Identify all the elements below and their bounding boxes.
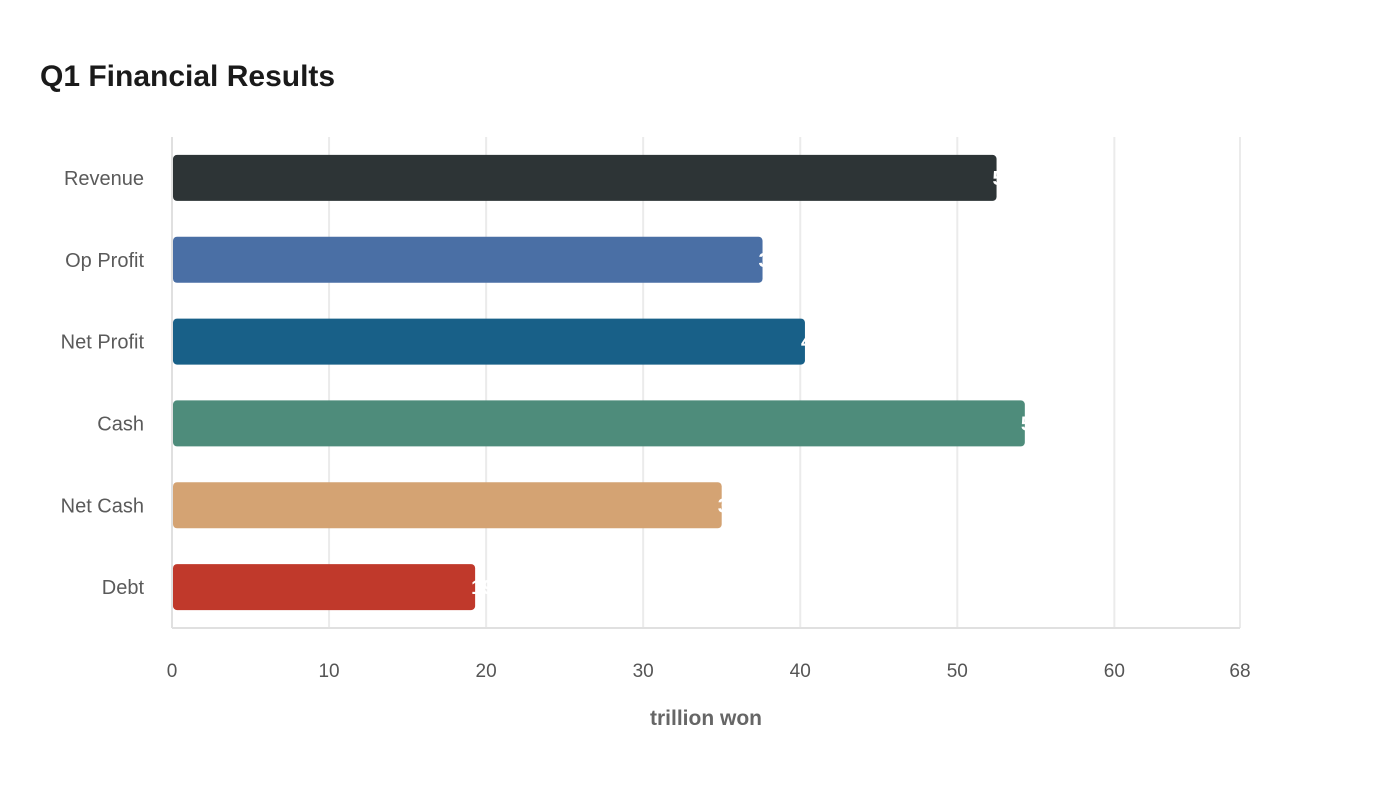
x-tick-label: 60 bbox=[1104, 661, 1125, 682]
bar-net-cash bbox=[173, 482, 722, 529]
y-tick-label: Revenue bbox=[64, 168, 144, 190]
y-tick-label: Net Profit bbox=[61, 332, 145, 354]
chart-title: Q1 Financial Results bbox=[40, 60, 336, 93]
y-tick-label: Debt bbox=[102, 577, 145, 599]
bar-debt bbox=[173, 564, 476, 611]
data-label: 37.6 bbox=[759, 250, 798, 272]
bar-net-profit bbox=[173, 318, 805, 365]
x-tick-label: 40 bbox=[790, 661, 811, 682]
x-tick-label: 68 bbox=[1229, 661, 1250, 682]
x-tick-label: 50 bbox=[947, 661, 968, 682]
data-label: 54.3 bbox=[1021, 413, 1060, 435]
data-label: 19.3 bbox=[471, 577, 510, 599]
bar-cash bbox=[173, 400, 1025, 447]
x-tick-label: 20 bbox=[476, 661, 497, 682]
x-tick-label: 0 bbox=[167, 661, 178, 682]
data-label: 52.5 bbox=[993, 168, 1032, 190]
y-tick-label: Op Profit bbox=[65, 250, 144, 272]
data-label: 40.3 bbox=[801, 332, 840, 354]
data-label: 35.0 bbox=[718, 495, 757, 517]
x-tick-label: 30 bbox=[633, 661, 654, 682]
bar-revenue bbox=[173, 154, 997, 201]
x-axis-title: trillion won bbox=[650, 707, 762, 730]
x-tick-label: 10 bbox=[318, 661, 339, 682]
y-tick-label: Cash bbox=[97, 413, 144, 435]
y-tick-label: Net Cash bbox=[61, 495, 144, 517]
bar-op-profit bbox=[173, 236, 763, 283]
